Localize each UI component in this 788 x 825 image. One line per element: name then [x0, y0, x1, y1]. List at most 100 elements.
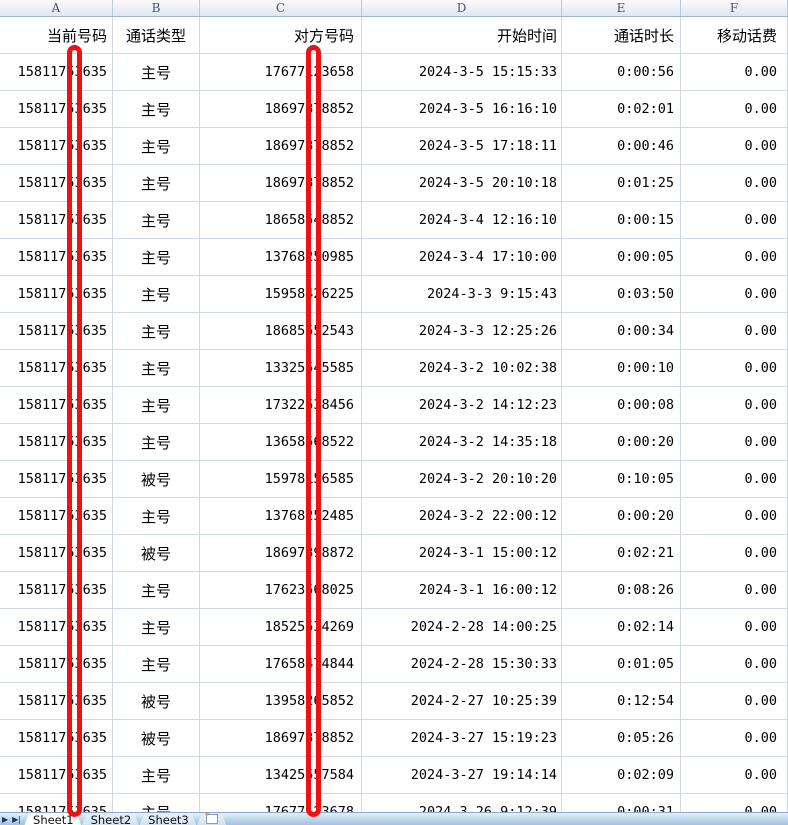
cell-f6[interactable]: 0.00 [681, 239, 788, 275]
cell-c12[interactable]: 15978156585 [200, 461, 362, 497]
scroll-last-sheet-icon[interactable]: ▶| [12, 814, 22, 824]
cell-b19[interactable]: 被号 [113, 720, 200, 756]
insert-worksheet-button[interactable]: ✦ [195, 813, 229, 825]
cell-f2[interactable]: 0.00 [681, 91, 788, 127]
cell-c4[interactable]: 18697378852 [200, 165, 362, 201]
cell-d18[interactable]: 2024-2-27 10:25:39 [362, 683, 562, 719]
cell-c14[interactable]: 18697398872 [200, 535, 362, 571]
cell-f11[interactable]: 0.00 [681, 424, 788, 460]
cell-e2[interactable]: 0:02:01 [562, 91, 681, 127]
cell-b10[interactable]: 主号 [113, 387, 200, 423]
cell-c1[interactable]: 17677123658 [200, 54, 362, 90]
cell-e3[interactable]: 0:00:46 [562, 128, 681, 164]
cell-c11[interactable]: 13658568522 [200, 424, 362, 460]
cell-b16[interactable]: 主号 [113, 609, 200, 645]
cell-f8[interactable]: 0.00 [681, 313, 788, 349]
cell-c3[interactable]: 18697378852 [200, 128, 362, 164]
cell-c2[interactable]: 18697378852 [200, 91, 362, 127]
cell-c5[interactable]: 18658548852 [200, 202, 362, 238]
cell-e19[interactable]: 0:05:26 [562, 720, 681, 756]
cell-e18[interactable]: 0:12:54 [562, 683, 681, 719]
cell-b3[interactable]: 主号 [113, 128, 200, 164]
cell-a17[interactable]: 15811753635 [0, 646, 113, 682]
cell-d14[interactable]: 2024-3-1 15:00:12 [362, 535, 562, 571]
cell-a1[interactable]: 15811753635 [0, 54, 113, 90]
cell-b12[interactable]: 被号 [113, 461, 200, 497]
cell-f15[interactable]: 0.00 [681, 572, 788, 608]
cell-f7[interactable]: 0.00 [681, 276, 788, 312]
cell-e14[interactable]: 0:02:21 [562, 535, 681, 571]
cell-a18[interactable]: 15811753635 [0, 683, 113, 719]
cell-c8[interactable]: 18685552543 [200, 313, 362, 349]
cell-e9[interactable]: 0:00:10 [562, 350, 681, 386]
cell-f10[interactable]: 0.00 [681, 387, 788, 423]
cell-f14[interactable]: 0.00 [681, 535, 788, 571]
cell-a13[interactable]: 15811753635 [0, 498, 113, 534]
header-cell-mobile-fee[interactable]: 移动话费 [681, 17, 788, 53]
cell-e13[interactable]: 0:00:20 [562, 498, 681, 534]
cell-d11[interactable]: 2024-3-2 14:35:18 [362, 424, 562, 460]
cell-d10[interactable]: 2024-3-2 14:12:23 [362, 387, 562, 423]
cell-a4[interactable]: 15811753635 [0, 165, 113, 201]
cell-e11[interactable]: 0:00:20 [562, 424, 681, 460]
cell-d19[interactable]: 2024-3-27 15:19:23 [362, 720, 562, 756]
cell-e10[interactable]: 0:00:08 [562, 387, 681, 423]
cell-b2[interactable]: 主号 [113, 91, 200, 127]
cell-e5[interactable]: 0:00:15 [562, 202, 681, 238]
cell-b6[interactable]: 主号 [113, 239, 200, 275]
cell-b17[interactable]: 主号 [113, 646, 200, 682]
cell-d8[interactable]: 2024-3-3 12:25:26 [362, 313, 562, 349]
header-cell-call-type[interactable]: 通话类型 [113, 17, 200, 53]
cell-d20[interactable]: 2024-3-27 19:14:14 [362, 757, 562, 793]
cell-c10[interactable]: 17322538456 [200, 387, 362, 423]
cell-f9[interactable]: 0.00 [681, 350, 788, 386]
column-header-f[interactable]: F [681, 0, 788, 16]
cell-e6[interactable]: 0:00:05 [562, 239, 681, 275]
cell-b11[interactable]: 主号 [113, 424, 200, 460]
cell-d1[interactable]: 2024-3-5 15:15:33 [362, 54, 562, 90]
cell-d9[interactable]: 2024-3-2 10:02:38 [362, 350, 562, 386]
cell-e8[interactable]: 0:00:34 [562, 313, 681, 349]
cell-d13[interactable]: 2024-3-2 22:00:12 [362, 498, 562, 534]
cell-a20[interactable]: 15811753635 [0, 757, 113, 793]
header-cell-duration[interactable]: 通话时长 [562, 17, 681, 53]
cell-e12[interactable]: 0:10:05 [562, 461, 681, 497]
header-cell-other-number[interactable]: 对方号码 [200, 17, 362, 53]
cell-d5[interactable]: 2024-3-4 12:16:10 [362, 202, 562, 238]
cell-a8[interactable]: 15811753635 [0, 313, 113, 349]
cell-c18[interactable]: 13958265852 [200, 683, 362, 719]
cell-f4[interactable]: 0.00 [681, 165, 788, 201]
header-cell-current-number[interactable]: 当前号码 [0, 17, 113, 53]
cell-c17[interactable]: 17658474844 [200, 646, 362, 682]
cell-c13[interactable]: 13768252485 [200, 498, 362, 534]
cell-c7[interactable]: 15958426225 [200, 276, 362, 312]
cell-b13[interactable]: 主号 [113, 498, 200, 534]
cell-a14[interactable]: 15811753635 [0, 535, 113, 571]
cell-c9[interactable]: 13325545585 [200, 350, 362, 386]
cell-a10[interactable]: 15811753635 [0, 387, 113, 423]
cell-a12[interactable]: 15811753635 [0, 461, 113, 497]
cell-d6[interactable]: 2024-3-4 17:10:00 [362, 239, 562, 275]
cell-c20[interactable]: 13425557584 [200, 757, 362, 793]
cell-c15[interactable]: 17623568025 [200, 572, 362, 608]
cell-e16[interactable]: 0:02:14 [562, 609, 681, 645]
cell-e7[interactable]: 0:03:50 [562, 276, 681, 312]
cell-f16[interactable]: 0.00 [681, 609, 788, 645]
cell-b1[interactable]: 主号 [113, 54, 200, 90]
tab-sheet1[interactable]: Sheet1 [22, 813, 84, 825]
column-header-a[interactable]: A [0, 0, 113, 16]
cell-f5[interactable]: 0.00 [681, 202, 788, 238]
cell-b9[interactable]: 主号 [113, 350, 200, 386]
cell-c6[interactable]: 13768250985 [200, 239, 362, 275]
column-header-c[interactable]: C [200, 0, 362, 16]
cell-b7[interactable]: 主号 [113, 276, 200, 312]
cell-a9[interactable]: 15811753635 [0, 350, 113, 386]
cell-f17[interactable]: 0.00 [681, 646, 788, 682]
tab-sheet3[interactable]: Sheet3 [137, 813, 199, 825]
column-header-e[interactable]: E [562, 0, 681, 16]
cell-b14[interactable]: 被号 [113, 535, 200, 571]
cell-a7[interactable]: 15811753635 [0, 276, 113, 312]
cell-d16[interactable]: 2024-2-28 14:00:25 [362, 609, 562, 645]
cell-d7[interactable]: 2024-3-3 9:15:43 [362, 276, 562, 312]
cell-b15[interactable]: 主号 [113, 572, 200, 608]
